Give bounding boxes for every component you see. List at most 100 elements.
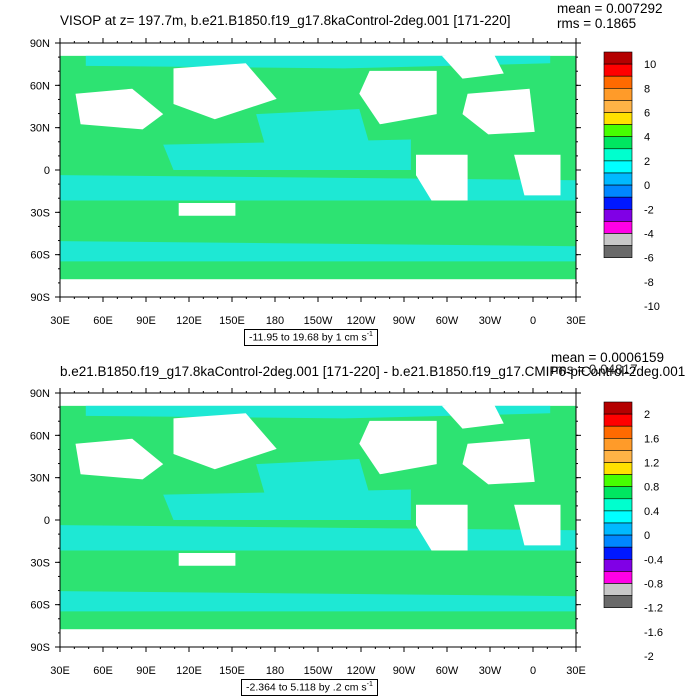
colorbar-label: 10 — [644, 59, 656, 71]
lat-tick-label: 60S — [30, 250, 50, 262]
mean-label: mean = 0.0006159 — [551, 350, 664, 365]
lon-tick-label: 60W — [436, 315, 459, 327]
colorbar-label: -0.8 — [644, 579, 663, 591]
colorbar-swatch — [603, 88, 633, 101]
land-mask — [462, 438, 535, 485]
land-mask — [416, 504, 468, 551]
colorbar-swatch — [603, 184, 633, 198]
ocean-band — [256, 459, 370, 500]
lon-tick-label: 30W — [479, 315, 502, 327]
lon-tick-label: 0 — [530, 665, 536, 677]
lon-tick-label: 0 — [530, 315, 536, 327]
map-field-top — [60, 43, 576, 297]
mean-label: mean = 0.007292 — [557, 1, 663, 16]
colorbar-label: 1.2 — [644, 458, 659, 470]
contour-range-note: -11.95 to 19.68 by 1 cm s-1 — [244, 329, 378, 346]
colorbar-label: 8 — [644, 83, 650, 95]
lon-tick-label: 30E — [50, 315, 70, 327]
lat-tick-label: 90S — [30, 292, 50, 304]
colorbar-swatch — [603, 425, 633, 439]
lon-tick-label: 120E — [176, 665, 202, 677]
colorbar-swatch — [603, 486, 633, 500]
colorbar-swatch — [603, 75, 633, 89]
colorbar-swatch — [603, 148, 633, 162]
lat-tick-label: 60S — [30, 600, 50, 612]
lon-tick-label: 30E — [566, 315, 586, 327]
ocean-band — [60, 591, 576, 612]
colorbar-label: 4 — [644, 132, 650, 144]
colorbar-swatch — [603, 559, 633, 572]
colorbar-swatch — [603, 124, 633, 137]
lat-tick-label: 0 — [44, 515, 50, 527]
lon-tick-label: 180 — [266, 665, 284, 677]
lon-tick-label: 150E — [219, 315, 245, 327]
lon-tick-label: 90W — [393, 665, 416, 677]
colorbar-swatch — [603, 583, 633, 596]
land-mask — [514, 504, 561, 546]
lon-tick-label: 120W — [347, 315, 376, 327]
lat-tick-label: 90N — [30, 388, 50, 400]
colorbar-label: -0.4 — [644, 554, 663, 566]
lon-tick-label: 30E — [50, 665, 70, 677]
colorbar-swatch — [603, 595, 633, 609]
colorbar-swatch — [603, 112, 633, 125]
land-mask — [60, 634, 576, 647]
lat-tick-label: 30S — [30, 207, 50, 219]
lon-tick-label: 30W — [479, 665, 502, 677]
lat-tick-label: 60N — [30, 80, 50, 92]
unit-exponent: -1 — [366, 331, 373, 338]
colorbar-swatch — [603, 474, 633, 487]
lon-tick-label: 180 — [266, 315, 284, 327]
colorbar-swatch — [603, 510, 633, 524]
lon-tick-label: 60E — [93, 315, 113, 327]
lon-tick-label: 30E — [566, 665, 586, 677]
colorbar-swatch — [603, 413, 633, 427]
map-field-bottom — [60, 393, 576, 647]
land-mask — [60, 393, 576, 406]
lon-tick-label: 150W — [304, 315, 333, 327]
ocean-band — [256, 109, 370, 150]
land-mask — [178, 553, 236, 566]
colorbar-label: -1.2 — [644, 603, 663, 615]
lat-tick-label: 30S — [30, 557, 50, 569]
colorbar-swatch — [603, 233, 633, 246]
colorbar-label: -10 — [644, 301, 660, 313]
colorbar-swatch — [603, 498, 633, 512]
lat-tick-label: 0 — [44, 165, 50, 177]
colorbar-label: 0 — [644, 180, 650, 192]
colorbar-swatch — [603, 534, 633, 548]
colorbar-swatch — [603, 245, 633, 259]
colorbar-label: 0.8 — [644, 482, 659, 494]
lon-tick-label: 150W — [304, 665, 333, 677]
colorbar-swatch — [603, 172, 633, 186]
land-mask — [60, 284, 576, 297]
colorbar-swatch — [603, 63, 633, 77]
lon-tick-label: 120E — [176, 315, 202, 327]
colorbar-swatch — [603, 196, 633, 210]
unit-exponent: -1 — [366, 681, 373, 688]
land-mask — [173, 413, 277, 470]
colorbar-label: -4 — [644, 229, 654, 241]
colorbar-swatch — [603, 438, 633, 451]
colorbar-label: -2 — [644, 651, 654, 663]
range-text: -11.95 to 19.68 by 1 cm s — [249, 331, 367, 344]
colorbar-swatch — [603, 136, 633, 150]
colorbar-label: 1.6 — [644, 433, 659, 445]
colorbar-swatch — [603, 462, 633, 475]
colorbar-swatch — [603, 51, 633, 65]
colorbar-label: 0 — [644, 530, 650, 542]
colorbar-label: -8 — [644, 277, 654, 289]
colorbar-label: 6 — [644, 108, 650, 120]
colorbar-swatch — [603, 546, 633, 560]
lat-tick-label: 90S — [30, 642, 50, 654]
lon-tick-label: 150E — [219, 665, 245, 677]
colorbar-top: 10 8 6 4 2 0 -2 -4 -6 -8 -10 — [603, 51, 660, 313]
lat-tick-label: 30N — [30, 123, 50, 135]
ocean-band — [163, 489, 411, 520]
lon-tick-label: 60E — [93, 665, 113, 677]
lat-tick-label: 90N — [30, 38, 50, 50]
